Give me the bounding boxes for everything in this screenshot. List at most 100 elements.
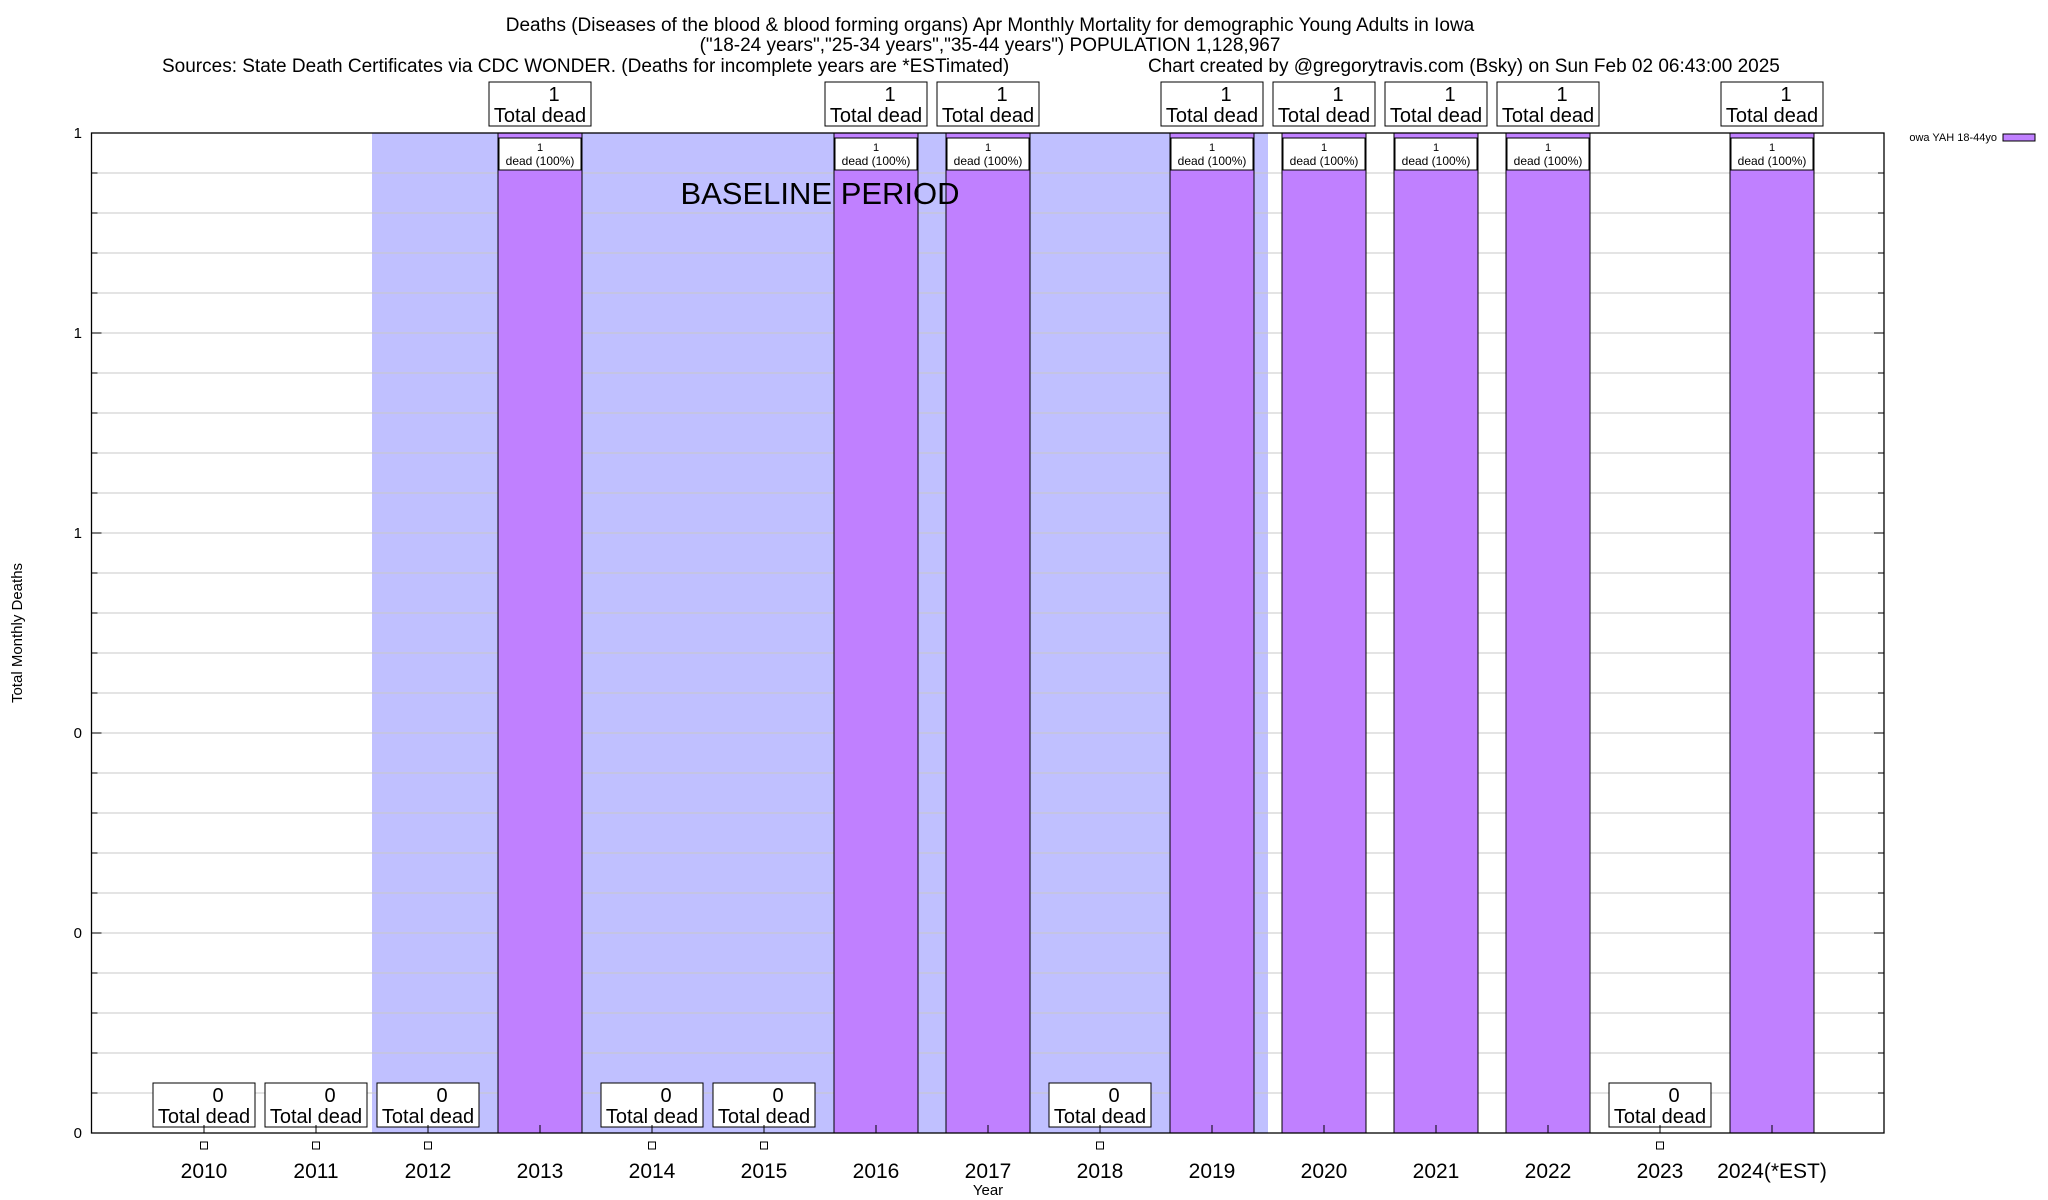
legend-label: owa YAH 18-44yo	[1909, 132, 1997, 144]
inner-label-value: 1	[873, 142, 879, 154]
x-tick-label: 2013	[517, 1160, 564, 1183]
x-tick-label: 2022	[1525, 1160, 1572, 1183]
total-label-box	[1048, 1082, 1152, 1128]
total-label-box	[376, 1082, 480, 1128]
inner-label-value: 1	[1321, 142, 1327, 154]
y-tick-label: 0	[74, 925, 82, 942]
inner-label-text: dead (100%)	[842, 154, 911, 168]
inner-label-text: dead (100%)	[1290, 154, 1359, 168]
total-label-box	[1720, 81, 1824, 127]
x-tick-label: 2011	[293, 1160, 338, 1183]
baseline-period-label: BASELINE PERIOD	[680, 176, 959, 211]
inner-label-text: dead (100%)	[1514, 154, 1583, 168]
total-label-box	[152, 1082, 256, 1128]
plot-border	[90, 132, 1885, 1134]
total-label-text: Total dead	[158, 1106, 250, 1128]
inner-label-box	[498, 137, 582, 171]
total-label-text: Total dead	[1054, 1106, 1146, 1128]
zero-point-marker	[424, 1141, 432, 1150]
zero-point-marker	[312, 1141, 320, 1150]
total-label-box	[600, 1082, 704, 1128]
chart-title-line-2: ("18-24 years","25-34 years","35-44 year…	[700, 35, 1281, 56]
y-axis-label: Total Monthly Deaths	[9, 563, 26, 703]
x-tick-label: 2015	[741, 1160, 788, 1183]
x-tick-label: 2012	[405, 1160, 452, 1183]
bar-2021	[1393, 132, 1479, 1134]
x-tick-label: 2019	[1189, 1160, 1236, 1183]
y-tick-label: 0	[74, 1125, 82, 1142]
x-tick-label: 2024(*EST)	[1717, 1160, 1827, 1183]
total-label-value: 0	[212, 1085, 223, 1107]
chart-credit: Chart created by @gregorytravis.com (Bsk…	[1148, 56, 1780, 77]
total-label-value: 1	[1444, 84, 1455, 106]
inner-label-box	[1730, 137, 1814, 171]
chart-sources: Sources: State Death Certificates via CD…	[162, 56, 1009, 77]
inner-label-box	[1394, 137, 1478, 171]
y-tick-label: 1	[74, 125, 82, 142]
zero-point-marker	[1096, 1141, 1104, 1150]
total-label-value: 0	[1668, 1085, 1679, 1107]
total-label-box	[488, 81, 592, 127]
total-label-text: Total dead	[270, 1106, 362, 1128]
total-label-value: 1	[1220, 84, 1231, 106]
zero-point-marker	[760, 1141, 768, 1150]
total-label-value: 1	[1332, 84, 1343, 106]
bar-2024(*EST)	[1729, 132, 1815, 1134]
total-label-value: 1	[996, 84, 1007, 106]
zero-point-marker	[200, 1141, 208, 1150]
inner-label-box	[1506, 137, 1590, 171]
total-label-box	[1272, 81, 1376, 127]
total-label-text: Total dead	[1502, 105, 1594, 127]
total-label-value: 0	[1108, 1085, 1119, 1107]
total-label-text: Total dead	[718, 1106, 810, 1128]
inner-label-text: dead (100%)	[1402, 154, 1471, 168]
inner-label-text: dead (100%)	[506, 154, 575, 168]
x-tick-label: 2017	[965, 1160, 1012, 1183]
x-tick-label: 2020	[1301, 1160, 1348, 1183]
total-label-text: Total dead	[494, 105, 586, 127]
bar-2020	[1281, 132, 1367, 1134]
total-label-value: 1	[1556, 84, 1567, 106]
total-label-text: Total dead	[382, 1106, 474, 1128]
zero-point-marker	[648, 1141, 656, 1150]
total-label-text: Total dead	[1614, 1106, 1706, 1128]
total-label-text: Total dead	[830, 105, 922, 127]
y-tick-label: 0	[74, 725, 82, 742]
total-label-box	[1608, 1082, 1712, 1128]
legend: owa YAH 18-44yo	[1909, 132, 2036, 144]
total-label-text: Total dead	[942, 105, 1034, 127]
total-label-box	[712, 1082, 816, 1128]
total-label-text: Total dead	[1166, 105, 1258, 127]
inner-label-text: dead (100%)	[954, 154, 1023, 168]
inner-label-value: 1	[1433, 142, 1439, 154]
inner-label-value: 1	[1545, 142, 1551, 154]
total-label-value: 1	[884, 84, 895, 106]
total-label-value: 0	[436, 1085, 447, 1107]
x-axis-label: Year	[973, 1182, 1003, 1199]
inner-label-box	[1170, 137, 1254, 171]
x-tick-label: 2023	[1637, 1160, 1684, 1183]
chart-title-line-1: Deaths (Diseases of the blood & blood fo…	[506, 15, 1475, 36]
bar-2019	[1169, 132, 1255, 1134]
y-tick-label: 1	[74, 325, 82, 342]
inner-label-value: 1	[1769, 142, 1775, 154]
bar-2022	[1505, 132, 1591, 1134]
total-label-text: Total dead	[1278, 105, 1370, 127]
x-tick-label: 2010	[181, 1160, 228, 1183]
x-tick-label: 2021	[1413, 1160, 1460, 1183]
total-label-value: 0	[772, 1085, 783, 1107]
total-label-text: Total dead	[1390, 105, 1482, 127]
inner-label-value: 1	[1209, 142, 1215, 154]
x-tick-label: 2018	[1077, 1160, 1124, 1183]
inner-label-box	[1282, 137, 1366, 171]
total-label-box	[1160, 81, 1264, 127]
total-label-value: 1	[1780, 84, 1791, 106]
total-label-box	[1384, 81, 1488, 127]
zero-point-marker	[1656, 1141, 1664, 1150]
inner-label-value: 1	[985, 142, 991, 154]
inner-label-text: dead (100%)	[1178, 154, 1247, 168]
legend-swatch	[2002, 133, 2036, 142]
inner-label-box	[834, 137, 918, 171]
total-label-value: 0	[324, 1085, 335, 1107]
